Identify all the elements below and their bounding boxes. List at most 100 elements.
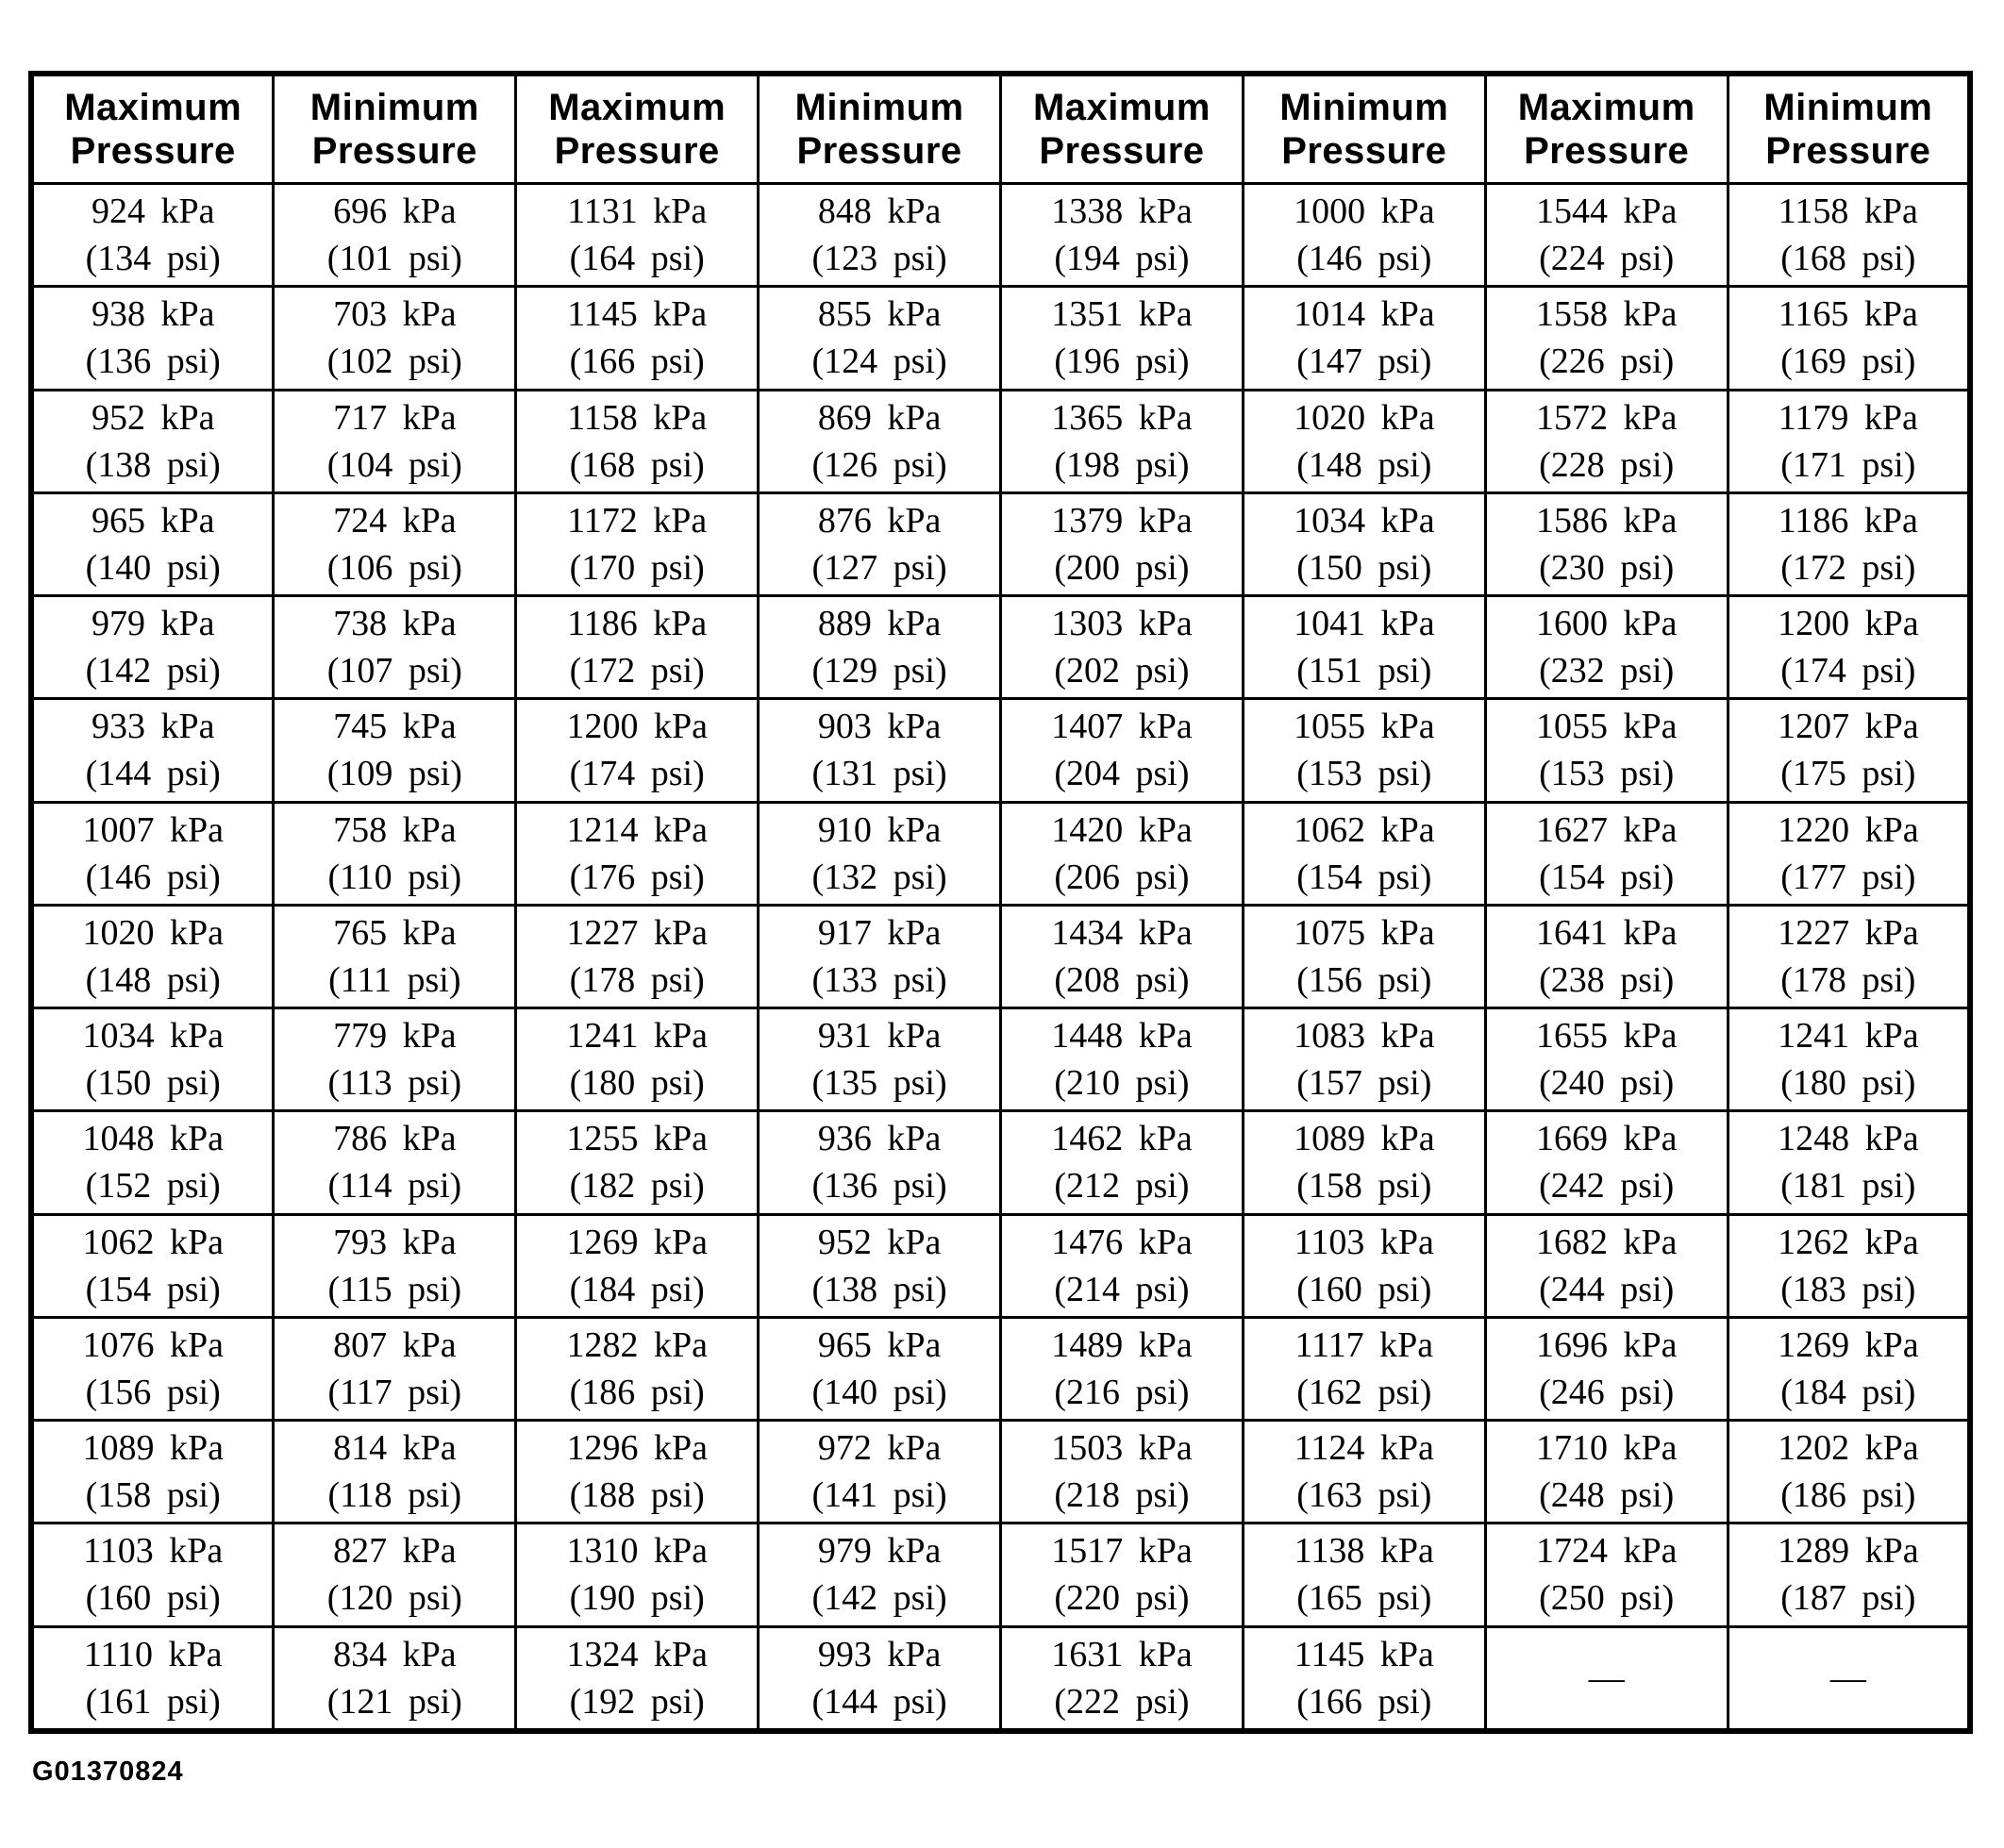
pressure-cell: 1117 kPa (162 psi) <box>1241 1315 1487 1423</box>
psi-value: (169 psi) <box>1780 341 1916 382</box>
header-row: Maximum Pressure Minimum Pressure Maximum … <box>29 72 1972 185</box>
kpa-value: 1627 kPa <box>1535 809 1678 850</box>
psi-value: (102 psi) <box>326 341 462 382</box>
psi-value: (174 psi) <box>569 754 705 794</box>
psi-value: (153 psi) <box>1539 754 1675 794</box>
psi-value: (172 psi) <box>1780 547 1916 588</box>
kpa-value: 1186 kPa <box>567 604 708 644</box>
kpa-value: 1138 kPa <box>1294 1531 1434 1572</box>
table-row: 924 kPa (134 psi) 696 kPa (101 psi) 1131 kPa… <box>29 181 1972 289</box>
psi-value: (224 psi) <box>1539 239 1675 279</box>
pressure-cell: 1214 kPa (176 psi) <box>514 800 760 907</box>
pressure-cell: 738 kPa (107 psi) <box>272 593 518 701</box>
psi-value: (162 psi) <box>1296 1372 1432 1412</box>
table-body: 924 kPa (134 psi) 696 kPa (101 psi) 1131 kPa… <box>29 181 1972 1733</box>
kpa-value: 1062 kPa <box>82 1222 224 1262</box>
psi-value: (113 psi) <box>327 1063 462 1104</box>
pressure-cell: 931 kPa (135 psi) <box>757 1006 1002 1113</box>
psi-value: (153 psi) <box>1296 754 1432 794</box>
psi-value: (232 psi) <box>1539 651 1675 691</box>
kpa-value: 1296 kPa <box>566 1428 708 1469</box>
psi-value: (212 psi) <box>1054 1166 1190 1207</box>
psi-value: (121 psi) <box>326 1681 462 1722</box>
pressure-cell: 1503 kPa (218 psi) <box>999 1418 1244 1525</box>
pressure-cell: 1075 kPa (156 psi) <box>1241 903 1487 1010</box>
pressure-cell: 1007 kPa (146 psi) <box>29 800 276 907</box>
kpa-value: 1200 kPa <box>1778 604 1919 644</box>
table-row: 1020 kPa (148 psi) 765 kPa (111 psi) 1227 kP… <box>29 903 1972 1010</box>
kpa-value: 876 kPa <box>817 500 942 541</box>
psi-value: (115 psi) <box>327 1269 462 1309</box>
psi-value: (204 psi) <box>1054 754 1190 794</box>
table-row: 952 kPa (138 psi) 717 kPa (104 psi) 1158 kPa… <box>29 388 1972 494</box>
pressure-cell: 979 kPa (142 psi) <box>757 1522 1002 1628</box>
psi-value: (154 psi) <box>85 1269 221 1309</box>
pressure-cell: 1000 kPa (146 psi) <box>1241 181 1487 289</box>
kpa-value: 1600 kPa <box>1535 604 1678 644</box>
pressure-cell: 1351 kPa (196 psi) <box>999 285 1244 391</box>
column-header: Minimum Pressure <box>1726 72 1972 185</box>
psi-value: (238 psi) <box>1539 959 1675 1000</box>
pressure-cell: 1034 kPa (150 psi) <box>29 1006 276 1113</box>
pressure-cell: 1310 kPa (190 psi) <box>514 1522 760 1628</box>
pressure-cell: 1041 kPa (151 psi) <box>1241 593 1487 701</box>
psi-value: (230 psi) <box>1539 547 1675 588</box>
kpa-value: 1420 kPa <box>1051 809 1193 850</box>
psi-value: (127 psi) <box>811 547 947 588</box>
kpa-value: 965 kPa <box>817 1324 942 1365</box>
psi-value: (210 psi) <box>1054 1063 1190 1104</box>
psi-value: (151 psi) <box>1296 651 1432 691</box>
pressure-cell: 1631 kPa (222 psi) <box>999 1624 1244 1733</box>
kpa-value: 1048 kPa <box>82 1119 224 1159</box>
kpa-value: 1338 kPa <box>1051 191 1193 232</box>
table-row: 1062 kPa (154 psi) 793 kPa (115 psi) 1269 kP… <box>29 1212 1972 1319</box>
kpa-value: 1407 kPa <box>1051 707 1193 747</box>
pressure-cell: 1158 kPa (168 psi) <box>1726 181 1972 289</box>
pressure-cell: 1269 kPa (184 psi) <box>1726 1315 1972 1423</box>
pressure-cell: 703 kPa (102 psi) <box>272 285 518 391</box>
kpa-value: 1641 kPa <box>1535 912 1678 953</box>
psi-value: (190 psi) <box>569 1578 705 1619</box>
psi-value: (161 psi) <box>85 1681 221 1722</box>
pressure-cell: — <box>1483 1624 1729 1733</box>
kpa-value: 855 kPa <box>817 294 942 335</box>
pressure-cell: 1145 kPa (166 psi) <box>514 285 760 391</box>
psi-value: (160 psi) <box>85 1578 221 1619</box>
pressure-cell: 1020 kPa (148 psi) <box>1241 388 1487 494</box>
pressure-cell: 910 kPa (132 psi) <box>757 800 1002 907</box>
psi-value: (146 psi) <box>1296 239 1432 279</box>
kpa-value: 910 kPa <box>817 809 942 850</box>
psi-value: (200 psi) <box>1054 547 1190 588</box>
psi-value: (250 psi) <box>1539 1578 1675 1619</box>
kpa-value: 745 kPa <box>333 707 457 747</box>
pressure-cell: 936 kPa (136 psi) <box>757 1109 1002 1216</box>
pressure-cell: 1048 kPa (152 psi) <box>29 1109 276 1216</box>
pressure-cell: 1338 kPa (194 psi) <box>999 181 1244 289</box>
psi-value: (170 psi) <box>569 547 705 588</box>
kpa-value: 965 kPa <box>91 500 215 541</box>
psi-value: (157 psi) <box>1296 1063 1432 1104</box>
psi-value: (146 psi) <box>85 857 221 897</box>
psi-value: (109 psi) <box>326 754 462 794</box>
psi-value: (120 psi) <box>326 1578 462 1619</box>
psi-value: (180 psi) <box>1780 1063 1916 1104</box>
pressure-cell: 1324 kPa (192 psi) <box>514 1624 760 1733</box>
pressure-cell: 889 kPa (129 psi) <box>757 593 1002 701</box>
psi-value: (118 psi) <box>327 1475 462 1516</box>
kpa-value: 1117 kPa <box>1294 1324 1434 1365</box>
pressure-cell: 938 kPa (136 psi) <box>29 285 276 391</box>
psi-value: (101 psi) <box>326 239 462 279</box>
table-row: 1089 kPa (158 psi) 814 kPa (118 psi) 1296 kP… <box>29 1418 1972 1525</box>
kpa-value: 1269 kPa <box>566 1222 708 1262</box>
pressure-cell: 1179 kPa (171 psi) <box>1726 388 1972 494</box>
pressure-cell: 1207 kPa (175 psi) <box>1726 697 1972 804</box>
kpa-value: 979 kPa <box>91 604 215 644</box>
psi-value: (163 psi) <box>1296 1475 1432 1516</box>
psi-value: (156 psi) <box>1296 959 1432 1000</box>
pressure-cell: 1172 kPa (170 psi) <box>514 491 760 598</box>
pressure-cell: 1014 kPa (147 psi) <box>1241 285 1487 391</box>
pressure-cell: 1138 kPa (165 psi) <box>1241 1522 1487 1628</box>
pressure-cell: 1241 kPa (180 psi) <box>1726 1006 1972 1113</box>
kpa-value: 1158 kPa <box>567 397 708 438</box>
